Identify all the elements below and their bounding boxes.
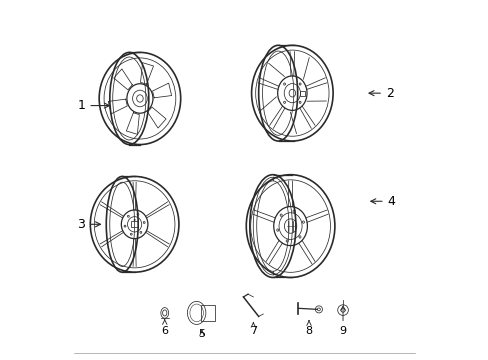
Text: 9: 9	[339, 306, 346, 336]
Text: 6: 6	[161, 320, 168, 336]
Text: 2: 2	[368, 87, 393, 100]
Text: 8: 8	[305, 321, 312, 336]
Text: 7: 7	[249, 323, 256, 336]
Text: 4: 4	[370, 195, 395, 208]
Text: 3: 3	[78, 218, 100, 231]
Text: 1: 1	[78, 99, 109, 112]
Text: 5: 5	[198, 329, 205, 339]
